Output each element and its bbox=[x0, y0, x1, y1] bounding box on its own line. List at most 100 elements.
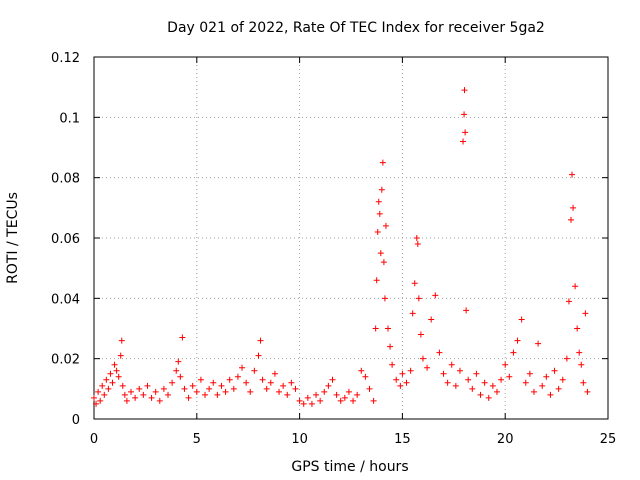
data-point bbox=[337, 397, 344, 404]
data-point bbox=[502, 361, 509, 368]
data-point bbox=[206, 385, 213, 392]
data-point bbox=[103, 376, 110, 383]
data-point bbox=[113, 367, 120, 374]
data-point bbox=[288, 379, 295, 386]
data-point bbox=[372, 325, 379, 332]
data-point bbox=[230, 385, 237, 392]
data-point bbox=[296, 397, 303, 404]
data-point bbox=[333, 391, 340, 398]
y-tick-label: 0 bbox=[72, 413, 80, 428]
data-point bbox=[440, 370, 447, 377]
data-point bbox=[456, 367, 463, 374]
y-tick-label: 0.04 bbox=[51, 292, 80, 307]
data-point bbox=[493, 388, 500, 395]
data-point bbox=[218, 382, 225, 389]
data-point bbox=[389, 361, 396, 368]
data-point bbox=[567, 216, 574, 223]
data-point bbox=[197, 376, 204, 383]
data-point bbox=[234, 373, 241, 380]
data-point bbox=[413, 235, 420, 241]
data-point bbox=[179, 334, 186, 341]
data-point bbox=[173, 367, 180, 374]
data-point bbox=[572, 283, 579, 290]
data-point bbox=[97, 397, 104, 404]
data-point bbox=[325, 382, 332, 389]
data-point bbox=[463, 307, 470, 314]
data-point bbox=[214, 391, 221, 398]
data-point bbox=[300, 400, 307, 407]
data-point bbox=[397, 382, 404, 389]
y-tick-label: 0.12 bbox=[51, 51, 80, 66]
data-point bbox=[448, 361, 455, 368]
x-axis-ticks: 0 5 10 15 20 25 bbox=[90, 57, 616, 447]
data-point bbox=[387, 343, 394, 350]
data-point bbox=[128, 388, 135, 395]
data-point bbox=[189, 382, 196, 389]
data-point bbox=[444, 379, 451, 386]
data-point bbox=[91, 394, 97, 401]
x-tick-label: 0 bbox=[90, 432, 98, 447]
data-point bbox=[317, 397, 324, 404]
data-point bbox=[140, 391, 147, 398]
data-point bbox=[377, 250, 384, 257]
chart-title: Day 021 of 2022, Rate Of TEC Index for r… bbox=[167, 20, 545, 36]
data-point bbox=[498, 376, 505, 383]
data-point bbox=[409, 310, 416, 317]
data-point bbox=[378, 186, 385, 193]
data-point bbox=[136, 385, 143, 392]
data-point bbox=[381, 295, 388, 302]
data-point bbox=[222, 388, 229, 395]
data-point bbox=[582, 310, 589, 317]
data-point bbox=[341, 394, 348, 401]
data-point bbox=[350, 397, 357, 404]
data-point bbox=[117, 352, 124, 359]
data-point bbox=[452, 382, 459, 389]
data-point bbox=[280, 382, 287, 389]
data-point bbox=[547, 391, 554, 398]
data-point bbox=[584, 388, 591, 395]
data-point bbox=[569, 171, 576, 178]
data-point bbox=[210, 379, 217, 386]
data-point bbox=[284, 391, 291, 398]
data-point bbox=[123, 397, 130, 404]
data-point bbox=[101, 391, 108, 398]
data-point bbox=[373, 277, 380, 284]
x-tick-label: 20 bbox=[497, 432, 514, 447]
data-point bbox=[121, 391, 128, 398]
x-tick-label: 10 bbox=[291, 432, 308, 447]
data-point bbox=[148, 394, 155, 401]
data-point bbox=[399, 370, 406, 377]
data-point bbox=[489, 382, 496, 389]
data-point bbox=[414, 241, 421, 248]
data-point bbox=[506, 373, 513, 380]
data-point bbox=[510, 349, 517, 356]
data-point bbox=[424, 364, 431, 371]
data-point bbox=[565, 298, 572, 305]
data-point bbox=[247, 388, 254, 395]
y-tick-label: 0.08 bbox=[51, 172, 80, 187]
data-point bbox=[530, 388, 537, 395]
data-point bbox=[522, 379, 529, 386]
data-point bbox=[109, 379, 116, 386]
data-point bbox=[376, 210, 383, 217]
data-point bbox=[380, 259, 387, 266]
data-point bbox=[578, 361, 585, 368]
data-points bbox=[91, 87, 591, 407]
data-point bbox=[292, 385, 299, 392]
data-point bbox=[419, 355, 426, 362]
data-point bbox=[574, 325, 581, 332]
data-point bbox=[313, 391, 320, 398]
data-point bbox=[428, 316, 435, 323]
data-point bbox=[563, 355, 570, 362]
data-point bbox=[165, 391, 172, 398]
data-point bbox=[375, 198, 382, 205]
data-point bbox=[543, 373, 550, 380]
data-point bbox=[403, 379, 410, 386]
data-point bbox=[559, 376, 566, 383]
data-point bbox=[465, 376, 472, 383]
gridlines bbox=[94, 57, 608, 419]
data-point bbox=[99, 382, 106, 389]
data-point bbox=[345, 388, 352, 395]
data-point bbox=[243, 379, 250, 386]
